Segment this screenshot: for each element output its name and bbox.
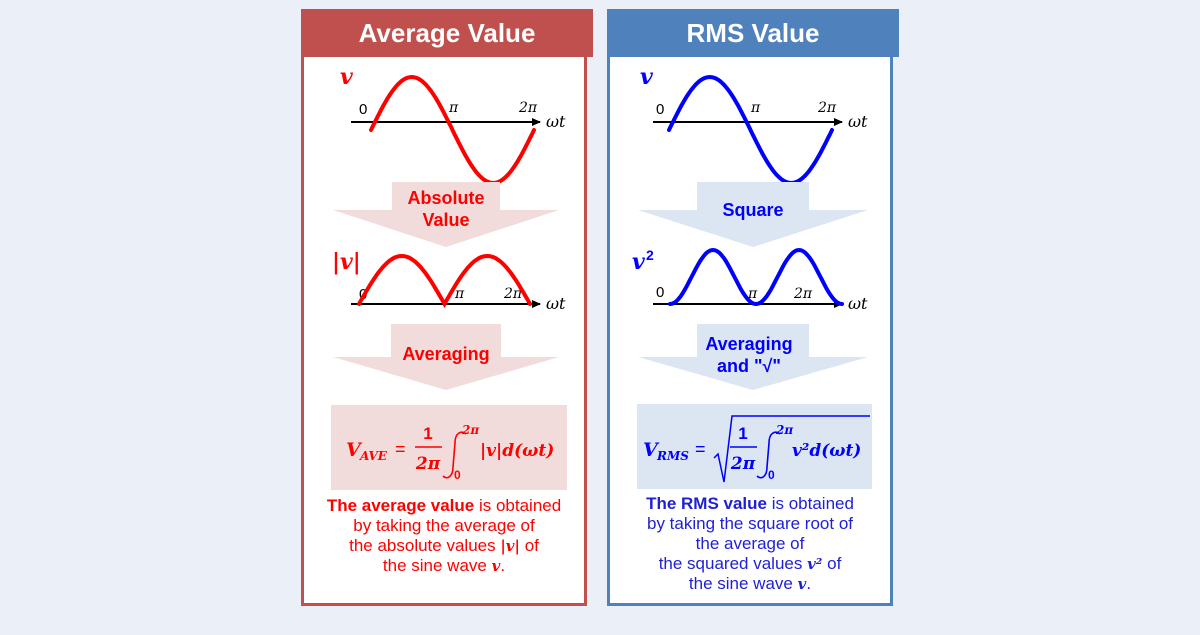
desc-line4-var: v [491, 557, 501, 575]
formula-integrand: |v|d(ωt) [480, 441, 554, 461]
formula-numerator: 1 [738, 424, 747, 443]
formula-denominator: 2π [730, 454, 756, 474]
v-variable-label: v [640, 64, 653, 90]
origin-label-2: 0 [656, 284, 664, 301]
omega-t-axis-label-2: ωt [546, 294, 566, 313]
integral-upper-limit: 2π [461, 423, 479, 437]
desc-bold-phrase: The RMS value [646, 494, 767, 513]
formula-subscript: RMS [656, 449, 689, 463]
formula-equals: = [695, 439, 706, 459]
process-arrow-averaging [333, 324, 559, 390]
v-squared-label-exponent: 2 [646, 247, 654, 263]
desc-line3-var: |v| [500, 537, 520, 555]
process-arrow-square [638, 182, 868, 247]
integral-lower-limit: 0 [768, 468, 775, 482]
rectified-wave-curve [357, 253, 532, 309]
formula-denominator: 2π [415, 454, 441, 474]
averaging-step-label: Averaging [402, 344, 489, 364]
squared-wave-curve [668, 247, 844, 307]
desc-line2: by taking the square root of [646, 514, 854, 533]
abs-v-variable-label: |v| [332, 249, 361, 275]
desc-line5-pre: the sine wave [688, 574, 798, 593]
pi-tick-label-2: π [747, 286, 758, 302]
pi-tick-label-2: π [454, 286, 465, 302]
formula-subscript: AVE [359, 449, 388, 463]
average-panel-title: Average Value [301, 9, 593, 57]
average-value-panel: Average Value v 0 π 2π ωt Absolute Value… [301, 9, 593, 606]
formula-equals: = [395, 439, 406, 459]
desc-line3: the average of [695, 534, 805, 553]
omega-t-axis-label: ωt [546, 112, 566, 131]
integral-sign [442, 431, 467, 479]
averaging-root-step-label-line2: and "√" [717, 356, 781, 376]
absolute-step-label-line2: Value [422, 210, 469, 230]
desc-line1-rest: is obtained [766, 494, 854, 513]
rms-value-panel: RMS Value v 0 π 2π ωt Square v 2 0 π 2π … [607, 9, 899, 606]
average-diagram: v 0 π 2π ωt Absolute Value |v| 0 π 2π ωt… [331, 64, 567, 490]
square-step-label: Square [722, 200, 783, 220]
integral-upper-limit: 2π [775, 423, 793, 437]
integral-lower-limit: 0 [454, 468, 461, 482]
desc-line5-var: v [797, 575, 807, 593]
process-arrow-averaging-root [638, 324, 868, 390]
rms-panel-title: RMS Value [607, 9, 899, 57]
integral-sign [756, 431, 781, 479]
pi-tick-label: π [750, 100, 761, 116]
pi-tick-label: π [448, 100, 459, 116]
averaging-root-step-label-line1: Averaging [705, 334, 792, 354]
two-pi-tick-label: 2π [518, 100, 538, 116]
two-pi-tick-label-2: 2π [793, 286, 813, 302]
omega-t-axis-label: ωt [848, 112, 868, 131]
desc-line2: by taking the average of [353, 516, 535, 535]
desc-line4-post: of [822, 554, 842, 573]
desc-line4-post: . [500, 556, 506, 575]
desc-line3-post: of [519, 536, 539, 555]
two-pi-tick-label: 2π [817, 100, 837, 116]
sine-wave-curve [667, 74, 834, 186]
rms-description: The RMS value is obtained by taking the … [610, 494, 890, 594]
desc-line5-post: . [806, 574, 812, 593]
formula-box [331, 405, 567, 490]
origin-label: 0 [656, 101, 664, 118]
formula-integrand: v²d(ωt) [792, 441, 861, 461]
origin-label: 0 [359, 101, 367, 118]
formula-numerator: 1 [423, 424, 432, 443]
square-root-sign [713, 415, 870, 483]
omega-t-axis-label-2: ωt [848, 294, 868, 313]
desc-line4-pre: the sine wave [382, 556, 492, 575]
desc-line4-var: v² [807, 555, 823, 573]
v-variable-label: v [340, 64, 353, 90]
process-arrow-absolute [333, 182, 559, 247]
two-pi-tick-label-2: 2π [503, 286, 523, 302]
average-description: The average value is obtained by taking … [304, 496, 584, 576]
desc-line1-rest: is obtained [474, 496, 562, 515]
rms-diagram: v 0 π 2π ωt Square v 2 0 π 2π ωt Averagi… [632, 64, 872, 489]
formula-lhs: V [346, 439, 363, 461]
formula-lhs: V [643, 439, 660, 461]
desc-bold-phrase: The average value [326, 496, 475, 515]
desc-line3-pre: the absolute values [349, 536, 501, 555]
v-squared-label-base: v [632, 249, 645, 275]
sine-wave-curve [369, 74, 536, 186]
absolute-step-label-line1: Absolute [407, 188, 484, 208]
desc-line4-pre: the squared values [658, 554, 808, 573]
